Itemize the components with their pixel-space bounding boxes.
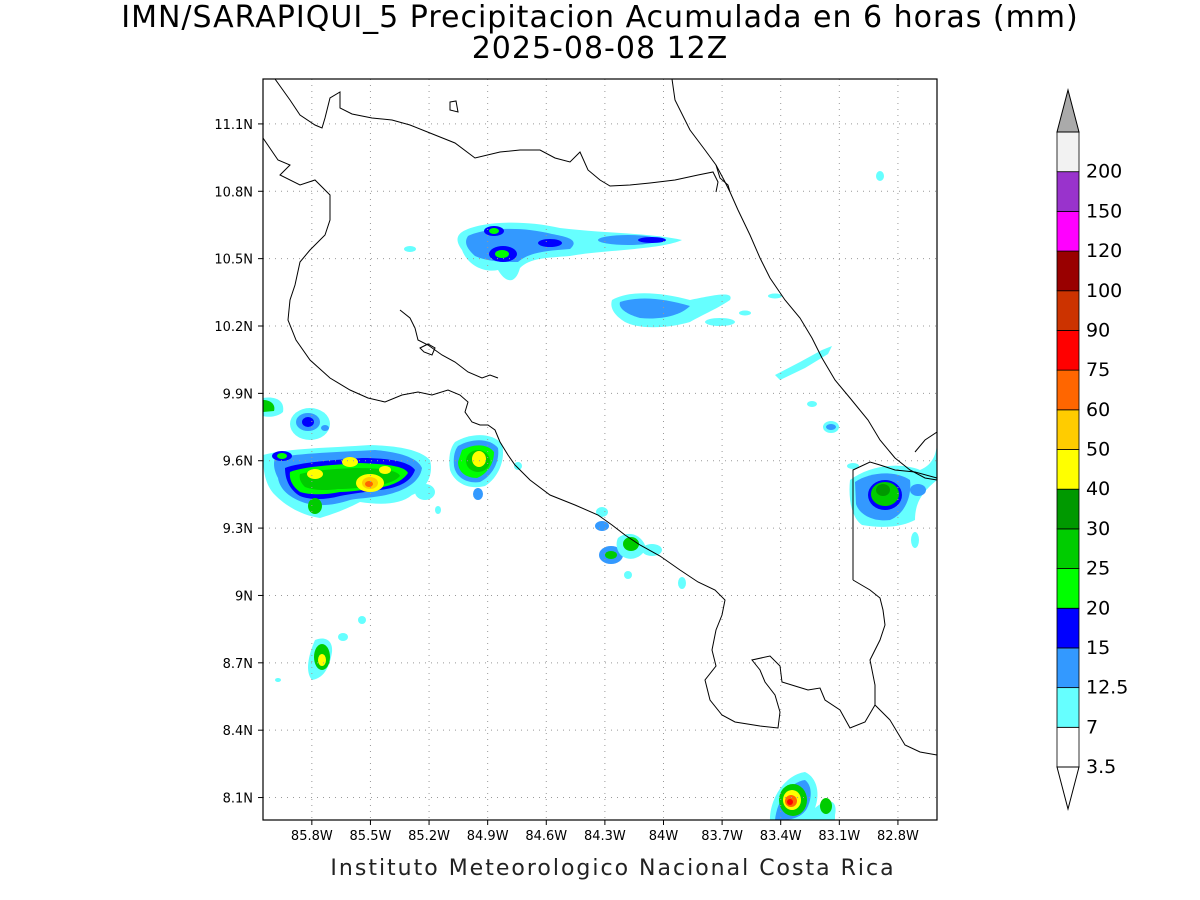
- precip-cell: [611, 171, 884, 433]
- coastline-and-borders: [263, 79, 937, 756]
- longitude-axis: 85.8W 85.5W 85.2W 84.9W 84.6W 84.3W 84W 83.7W 83…: [291, 820, 919, 844]
- lat-tick-label: 9N: [235, 589, 253, 604]
- colorbar-swatch: [1056, 488, 1080, 530]
- precip-cell: [449, 435, 522, 500]
- colorbar-label: 120: [1086, 240, 1122, 262]
- precipitation-field: [263, 171, 937, 820]
- precip-cell: [263, 397, 441, 518]
- colorbar-over-arrow: [1056, 88, 1080, 133]
- colorbar-swatch: [1056, 568, 1080, 609]
- latitude-axis: 11.1N 10.8N 10.5N 10.2N 9.9N 9.6N 9.3N 9N 8.7N 8.…: [214, 118, 263, 807]
- colorbar-label: 75: [1086, 359, 1110, 381]
- colorbar-label: 200: [1086, 161, 1122, 183]
- lon-tick-label: 82.8W: [877, 829, 919, 844]
- colorbar-swatch: [1056, 210, 1080, 252]
- colorbar-swatch: [1056, 369, 1080, 411]
- lon-tick-label: 84.3W: [584, 829, 626, 844]
- colorbar-label: 50: [1086, 439, 1110, 461]
- colorbar-label: 15: [1086, 637, 1110, 659]
- colorbar-swatch: [1056, 449, 1080, 490]
- lon-tick-label: 83.1W: [818, 829, 860, 844]
- colorbar-swatch: [1056, 647, 1080, 689]
- colorbar-swatch: [1056, 726, 1080, 768]
- lat-tick-label: 9.6N: [223, 455, 253, 470]
- lon-tick-label: 84.9W: [467, 829, 509, 844]
- lon-tick-label: 83.7W: [701, 829, 743, 844]
- colorbar-label: 25: [1086, 558, 1110, 580]
- lat-tick-label: 10.2N: [214, 320, 253, 335]
- precip-cell: [275, 616, 366, 682]
- colorbar-swatch: [1056, 409, 1080, 450]
- lon-tick-label: 83.4W: [760, 829, 802, 844]
- colorbar-label: 20: [1086, 597, 1110, 619]
- colorbar-swatch: [1056, 687, 1080, 728]
- colorbar-swatch: [1056, 171, 1080, 212]
- lat-tick-label: 8.4N: [223, 724, 253, 739]
- lon-tick-label: 85.5W: [350, 829, 392, 844]
- colorbar-swatch: [1056, 330, 1080, 371]
- lon-tick-label: 85.8W: [291, 829, 333, 844]
- lat-tick-label: 8.7N: [223, 657, 253, 672]
- lat-lon-grid: [263, 79, 937, 820]
- map-frame: [262, 78, 938, 821]
- lat-tick-label: 11.1N: [214, 118, 253, 133]
- precip-cell: [595, 507, 686, 589]
- colorbar-label: 60: [1086, 399, 1110, 421]
- precip-cell: [404, 222, 682, 281]
- colorbar-label: 12.5: [1086, 677, 1128, 699]
- precip-cell: [770, 772, 836, 820]
- colorbar-label: 7: [1086, 716, 1098, 738]
- colorbar-swatch: [1056, 607, 1080, 649]
- lon-tick-label: 84.6W: [525, 829, 567, 844]
- colorbar: 3.5 7 12.5 15 20 25 30 40 50 60 75 90 100 120 150 200: [1056, 88, 1128, 811]
- map-title: IMN/SARAPIQUI_5 Precipitacion Acumulada …: [121, 0, 1079, 35]
- colorbar-swatch: [1056, 528, 1080, 569]
- lat-tick-label: 10.5N: [214, 253, 253, 268]
- lon-tick-label: 84W: [649, 829, 679, 844]
- colorbar-swatch: [1056, 290, 1080, 331]
- colorbar-swatch: [1056, 250, 1080, 292]
- lat-tick-label: 10.8N: [214, 185, 253, 200]
- colorbar-label: 100: [1086, 280, 1122, 302]
- colorbar-label: 3.5: [1086, 756, 1116, 778]
- footer-credit: Instituto Meteorologico Nacional Costa R…: [330, 856, 896, 881]
- lat-tick-label: 8.1N: [223, 792, 253, 807]
- lat-tick-label: 9.3N: [223, 522, 253, 537]
- colorbar-label: 30: [1086, 518, 1110, 540]
- colorbar-swatch: [1056, 131, 1080, 173]
- colorbar-under-arrow: [1056, 766, 1080, 811]
- colorbar-label: 90: [1086, 319, 1110, 341]
- colorbar-label: 150: [1086, 200, 1122, 222]
- precip-cell: [847, 440, 937, 548]
- lat-tick-label: 9.9N: [223, 387, 253, 402]
- lon-tick-label: 85.2W: [408, 829, 450, 844]
- colorbar-label: 40: [1086, 478, 1110, 500]
- map-datetime: 2025-08-08 12Z: [471, 31, 729, 66]
